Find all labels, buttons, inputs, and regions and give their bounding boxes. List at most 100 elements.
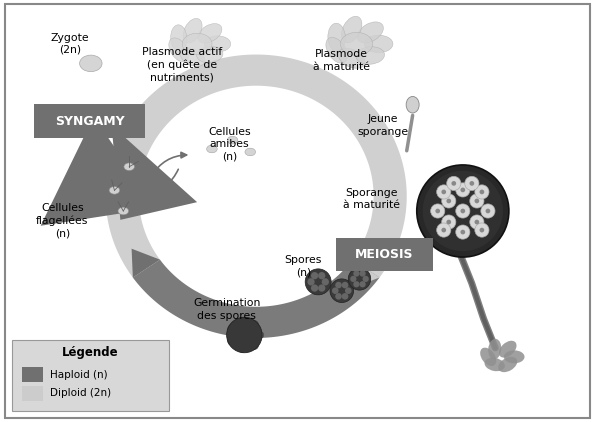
Circle shape — [461, 208, 465, 214]
Ellipse shape — [340, 32, 372, 55]
Circle shape — [359, 281, 366, 287]
Text: Cellules
amibes
(n): Cellules amibes (n) — [208, 127, 251, 162]
Text: Plasmode
à maturité: Plasmode à maturité — [314, 49, 370, 72]
Text: Plasmode actif
(en quête de
nutriments): Plasmode actif (en quête de nutriments) — [142, 47, 223, 83]
Circle shape — [437, 223, 451, 237]
Circle shape — [447, 176, 461, 190]
Circle shape — [353, 281, 359, 287]
Circle shape — [469, 181, 474, 186]
Ellipse shape — [118, 207, 129, 215]
Polygon shape — [351, 260, 380, 289]
Text: Jeune
sporange: Jeune sporange — [358, 114, 409, 137]
Ellipse shape — [204, 36, 231, 52]
Ellipse shape — [406, 97, 419, 113]
Ellipse shape — [227, 136, 238, 144]
Circle shape — [441, 215, 456, 229]
Circle shape — [446, 199, 451, 203]
Circle shape — [437, 185, 451, 199]
Circle shape — [452, 181, 456, 186]
Circle shape — [227, 317, 262, 353]
Ellipse shape — [248, 320, 258, 329]
Ellipse shape — [326, 38, 347, 63]
Ellipse shape — [498, 357, 517, 372]
Ellipse shape — [183, 19, 202, 43]
Circle shape — [311, 284, 318, 292]
Circle shape — [475, 223, 489, 237]
Circle shape — [470, 215, 484, 229]
Polygon shape — [111, 125, 197, 220]
Ellipse shape — [480, 348, 496, 366]
Ellipse shape — [356, 47, 384, 64]
Circle shape — [441, 228, 446, 233]
Ellipse shape — [182, 33, 212, 54]
Circle shape — [461, 187, 465, 192]
Ellipse shape — [488, 339, 501, 360]
Circle shape — [416, 165, 509, 257]
Circle shape — [480, 189, 484, 194]
Circle shape — [456, 204, 470, 218]
Circle shape — [330, 279, 353, 303]
Ellipse shape — [197, 46, 223, 63]
Circle shape — [353, 271, 359, 277]
Circle shape — [470, 194, 484, 208]
Circle shape — [305, 269, 331, 295]
Ellipse shape — [504, 350, 525, 363]
Text: Sporange
à maturité: Sporange à maturité — [343, 188, 400, 211]
Polygon shape — [131, 249, 160, 278]
Ellipse shape — [80, 55, 102, 72]
Circle shape — [422, 171, 503, 251]
Circle shape — [441, 194, 456, 208]
Ellipse shape — [171, 25, 187, 51]
Ellipse shape — [364, 35, 393, 53]
Ellipse shape — [342, 16, 362, 43]
Ellipse shape — [227, 335, 236, 346]
Circle shape — [431, 204, 445, 218]
Circle shape — [475, 220, 479, 225]
Text: Haploid (n): Haploid (n) — [49, 370, 107, 379]
Text: Légende: Légende — [62, 346, 119, 359]
Text: Spores
(n): Spores (n) — [285, 255, 322, 277]
Ellipse shape — [499, 341, 516, 357]
Ellipse shape — [180, 48, 205, 66]
Text: MEIOSIS: MEIOSIS — [355, 248, 414, 261]
Circle shape — [486, 208, 490, 214]
Circle shape — [318, 284, 325, 292]
Text: Zygote
(2n): Zygote (2n) — [51, 33, 89, 55]
Circle shape — [481, 204, 495, 218]
Polygon shape — [105, 54, 407, 278]
Circle shape — [461, 230, 465, 235]
Circle shape — [335, 282, 342, 288]
Ellipse shape — [338, 48, 365, 68]
Ellipse shape — [484, 358, 505, 371]
Ellipse shape — [245, 148, 256, 156]
Circle shape — [446, 220, 451, 225]
Circle shape — [475, 199, 479, 203]
FancyBboxPatch shape — [34, 104, 145, 138]
Circle shape — [342, 282, 348, 288]
Ellipse shape — [328, 23, 346, 52]
FancyBboxPatch shape — [336, 238, 433, 271]
Circle shape — [311, 272, 318, 279]
Ellipse shape — [237, 317, 246, 327]
Ellipse shape — [357, 22, 383, 43]
Circle shape — [441, 189, 446, 194]
Ellipse shape — [253, 331, 264, 339]
Ellipse shape — [124, 163, 134, 170]
Circle shape — [359, 271, 366, 277]
Text: SYNGAMY: SYNGAMY — [55, 115, 124, 128]
Text: Diploid (2n): Diploid (2n) — [49, 388, 111, 398]
Circle shape — [465, 176, 479, 190]
Ellipse shape — [227, 324, 236, 335]
Ellipse shape — [237, 343, 246, 352]
Circle shape — [436, 208, 440, 214]
Circle shape — [348, 268, 371, 290]
Ellipse shape — [206, 145, 217, 153]
Circle shape — [362, 276, 369, 282]
Circle shape — [322, 278, 329, 286]
Polygon shape — [40, 116, 156, 226]
Bar — [23, 368, 43, 381]
Circle shape — [456, 183, 470, 197]
Circle shape — [342, 293, 348, 300]
Bar — [23, 387, 43, 400]
Text: Cellules
flagellées
(n): Cellules flagellées (n) — [36, 203, 89, 239]
